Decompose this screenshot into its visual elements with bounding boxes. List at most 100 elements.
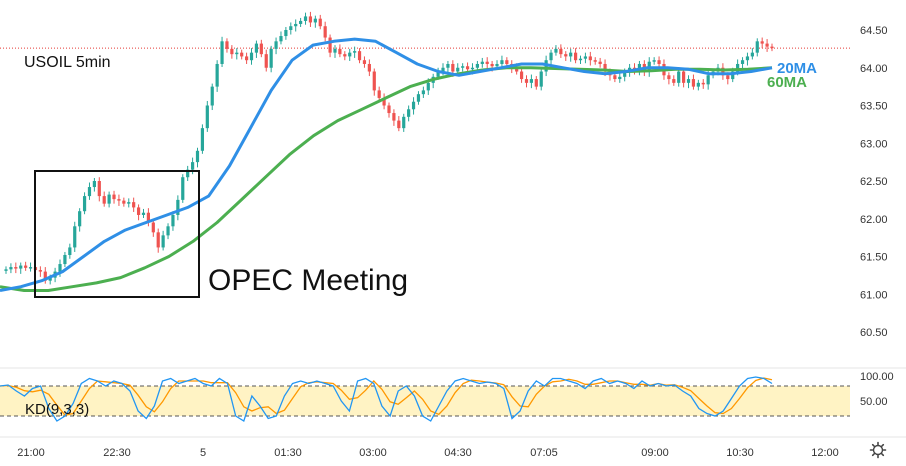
candle-body — [14, 267, 18, 269]
y-tick-label: 61.00 — [860, 289, 888, 301]
candle-body — [397, 120, 401, 129]
candle-body — [603, 63, 607, 72]
ma60-line — [0, 66, 773, 292]
candle-body — [19, 265, 23, 269]
candle-body — [68, 247, 72, 255]
candle-body — [534, 79, 538, 87]
candle-body — [343, 54, 347, 57]
candle-body — [9, 267, 13, 270]
kd-k-line — [0, 376, 773, 422]
ma20-line — [0, 37, 773, 292]
candle-body — [357, 51, 362, 61]
candle-body — [284, 30, 288, 37]
chart-title: USOIL 5min — [24, 54, 111, 71]
candle-body — [564, 54, 568, 57]
candle-body — [38, 270, 42, 272]
moving-average-layer — [0, 37, 773, 292]
candle-body — [97, 181, 101, 197]
candle-body — [303, 16, 308, 21]
opec-meeting-label: OPEC Meeting — [208, 264, 408, 297]
candle-body — [372, 71, 376, 91]
candle-body — [387, 105, 391, 114]
candle-body — [598, 61, 602, 64]
candle-body — [524, 79, 529, 83]
candle-body — [235, 52, 239, 55]
candle-body — [701, 82, 705, 85]
candle-body — [333, 48, 337, 53]
ma60-label: 60MA — [767, 74, 807, 91]
candle-body — [318, 18, 322, 27]
kd-tick-label: 100.00 — [860, 371, 894, 383]
candle-body — [706, 75, 710, 85]
candle-body — [569, 52, 573, 57]
y-tick-label: 62.00 — [860, 214, 888, 226]
kd-tick-label: 50.00 — [860, 396, 888, 408]
candle-body — [623, 71, 627, 77]
candle-body — [382, 97, 386, 106]
candle-body — [230, 48, 234, 55]
candle-body — [156, 232, 160, 248]
y-tick-label: 60.50 — [860, 327, 888, 339]
candle-body — [505, 60, 509, 64]
opec-meeting-box — [34, 170, 200, 298]
candle-body — [24, 265, 28, 268]
candle-body — [500, 60, 504, 64]
candle-body — [58, 264, 62, 272]
candle-body — [672, 79, 676, 83]
candle-body — [696, 82, 700, 87]
x-tick-label: 10:30 — [726, 447, 754, 459]
candle-body — [78, 211, 82, 227]
candle-body — [171, 214, 175, 227]
candle-body — [677, 71, 681, 83]
candle-body — [480, 61, 484, 64]
candle-body — [181, 177, 185, 200]
candle-body — [588, 56, 592, 61]
candle-body — [308, 16, 313, 23]
candle-body — [539, 71, 543, 87]
candle-body — [107, 194, 111, 204]
candle-body — [755, 41, 759, 53]
candle-body — [470, 67, 475, 70]
candle-body — [127, 202, 131, 204]
candle-body — [686, 79, 691, 83]
candle-body — [112, 194, 116, 200]
candle-body — [141, 212, 146, 215]
candle-body — [136, 207, 141, 215]
candle-body — [225, 41, 229, 49]
x-tick-label: 12:00 — [811, 447, 839, 459]
candle-body — [215, 63, 219, 87]
candle-body — [367, 63, 371, 72]
candle-body — [328, 37, 332, 53]
candle-body — [593, 60, 597, 62]
candle-body — [583, 56, 588, 59]
candle-body — [87, 187, 92, 197]
candle-body — [195, 150, 200, 163]
candle-body — [515, 67, 519, 72]
y-tick-label: 62.50 — [860, 176, 888, 188]
settings-gear-icon[interactable] — [869, 441, 887, 459]
x-tick-label: 07:05 — [530, 447, 558, 459]
candle-body — [48, 277, 52, 281]
candle-body — [407, 109, 411, 117]
candle-body — [465, 66, 470, 70]
candle-body — [559, 48, 563, 55]
candle-body — [259, 43, 263, 55]
candle-body — [92, 181, 96, 188]
candle-body — [736, 63, 740, 72]
candle-body — [264, 54, 268, 68]
candle-body — [485, 61, 489, 64]
y-tick-label: 64.00 — [860, 63, 888, 75]
candle-body — [731, 71, 735, 80]
candle-body — [200, 128, 205, 151]
candle-body — [519, 71, 524, 80]
candle-body — [573, 52, 578, 61]
candle-body — [721, 67, 725, 76]
candle-body — [210, 86, 214, 106]
ma20-label: 20MA — [777, 60, 817, 77]
candle-body — [186, 169, 190, 178]
candle-body — [249, 52, 254, 61]
candle-body — [122, 200, 126, 204]
candle-body — [294, 23, 298, 27]
y-tick-label: 63.00 — [860, 138, 888, 150]
candle-body — [362, 60, 367, 64]
